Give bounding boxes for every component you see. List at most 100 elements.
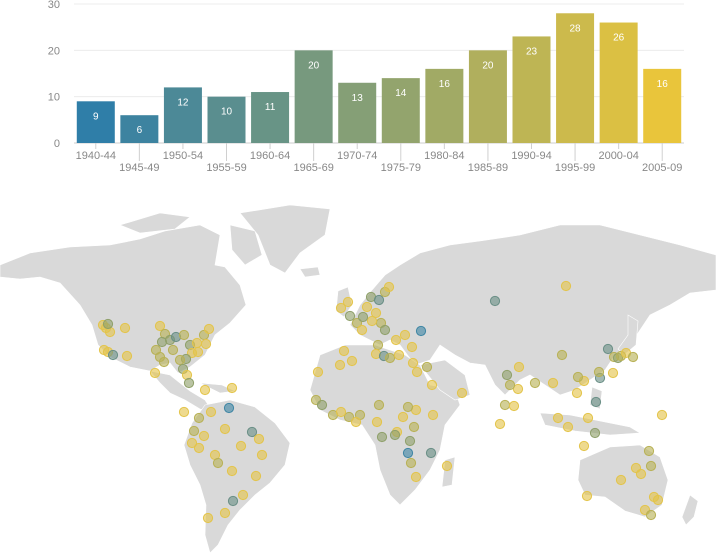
map-point (119, 322, 131, 334)
x-tick-label: 1940-44 (76, 150, 116, 162)
map-point (582, 412, 594, 424)
map-point (334, 359, 346, 371)
map-point (237, 489, 249, 501)
map-point (389, 429, 401, 441)
map-point (191, 337, 203, 349)
bar-value-label: 12 (177, 97, 189, 108)
map-point (154, 320, 166, 332)
iceland-shape (299, 266, 321, 278)
x-tick-label: 1955-59 (206, 162, 246, 174)
x-tick-label: 1990-94 (511, 150, 551, 162)
map-point (256, 449, 268, 461)
x-tick-label: 1950-54 (163, 150, 203, 162)
map-point (379, 324, 391, 336)
map-point (200, 338, 212, 350)
map-point (415, 325, 427, 337)
land-masses (0, 204, 716, 554)
bar-2000-04 (599, 22, 638, 143)
map-point (441, 460, 453, 472)
bar-value-label: 14 (395, 88, 407, 99)
y-tick-label: 20 (48, 45, 60, 57)
map-point (513, 361, 525, 373)
map-point (253, 433, 265, 445)
map-point (346, 355, 358, 367)
north-america-shape (0, 224, 247, 374)
map-point (193, 412, 205, 424)
map-point (643, 445, 655, 457)
map-point (547, 377, 559, 389)
map-point (250, 470, 262, 482)
bar-value-label: 23 (526, 46, 538, 57)
map-point (408, 421, 420, 433)
map-point (370, 307, 382, 319)
map-points (97, 280, 668, 524)
map-point (361, 301, 373, 313)
bar-1985-89 (468, 50, 507, 144)
bar-1995-99 (556, 13, 595, 144)
map-point (499, 399, 511, 411)
bar-1960-64 (251, 92, 290, 143)
map-point (552, 412, 564, 424)
map-point (205, 406, 217, 418)
map-point (656, 409, 668, 421)
map-point (504, 379, 516, 391)
greenland-shape (239, 204, 331, 274)
map-point (456, 387, 468, 399)
map-point (186, 437, 198, 449)
map-point (102, 318, 114, 330)
x-tick-label: 2000-04 (598, 150, 638, 162)
bar-1965-69 (294, 50, 333, 144)
map-point (405, 457, 417, 469)
map-point (615, 474, 627, 486)
map-point (427, 409, 439, 421)
map-point (407, 357, 419, 369)
bar-value-label: 20 (308, 60, 320, 71)
map-point (425, 447, 437, 459)
map-point (357, 311, 369, 323)
map-point (174, 354, 186, 366)
map-point (571, 387, 583, 399)
map-point (402, 401, 414, 413)
bar-1975-79 (381, 78, 420, 143)
x-tick-label: 1980-84 (424, 150, 464, 162)
map-point (652, 494, 664, 506)
arctic-islands-shape (119, 212, 191, 234)
map-point (227, 495, 239, 507)
chart-bars: 9 6 12 10 11 20 13 14 16 20 23 28 26 16 (76, 13, 682, 144)
map-point (188, 425, 200, 437)
map-point (410, 471, 422, 483)
map-point (402, 447, 414, 459)
x-tick-label: 1960-64 (250, 150, 290, 162)
bar-value-label: 6 (137, 125, 143, 136)
map-point (246, 426, 258, 438)
map-point (406, 341, 418, 353)
bar-1990-94 (512, 36, 551, 143)
map-point (589, 427, 601, 439)
arabia-shape (419, 359, 471, 401)
x-tick-label: 1985-89 (468, 162, 508, 174)
map-point (203, 323, 215, 335)
y-tick-label: 10 (48, 92, 60, 104)
x-tick-label: 1965-69 (293, 162, 333, 174)
bar-2005-09 (643, 68, 682, 143)
map-point (390, 334, 402, 346)
y-axis-ticks: 0 10 20 30 (48, 0, 60, 150)
map-point (590, 396, 602, 408)
map-point (335, 302, 347, 314)
bar-value-label: 20 (482, 60, 494, 71)
map-point (235, 440, 247, 452)
x-tick-label: 2005-09 (642, 162, 682, 174)
map-point (226, 465, 238, 477)
new-zealand-shape (681, 494, 699, 526)
map-point (556, 349, 568, 361)
bar-1945-49 (120, 115, 159, 143)
map-point (342, 296, 354, 308)
map-point (501, 369, 513, 381)
map-point (562, 421, 574, 433)
map-point (338, 345, 350, 357)
map-point (645, 509, 657, 521)
map-point (607, 367, 619, 379)
map-point (350, 416, 362, 428)
y-tick-label: 0 (54, 138, 60, 150)
